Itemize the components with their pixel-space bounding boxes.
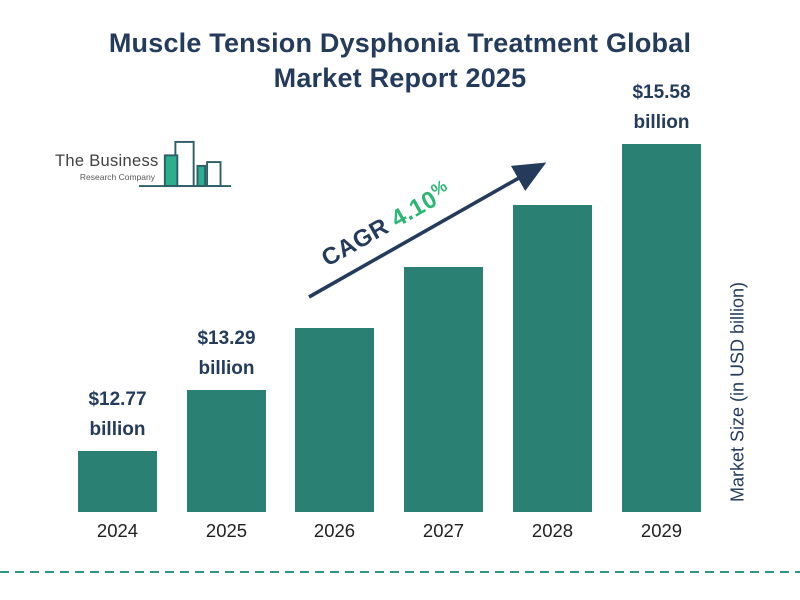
bar-2026 [295, 328, 374, 512]
bar-2025 [187, 390, 266, 512]
value-label-unit: billion [89, 418, 146, 440]
x-tick-2025: 2025 [205, 520, 248, 541]
x-tick-2024: 2024 [96, 520, 139, 541]
bottom-dashed-divider [0, 571, 800, 573]
bar-2027 [404, 267, 483, 512]
chart-title-line2: Market Report 2025 [273, 63, 527, 94]
bar-column-2027 [404, 267, 483, 512]
bar-chart-plot-area: $12.77 billion $13.29 billion $15.58 bil… [78, 0, 702, 512]
company-logo-text: The Business Research Company [55, 152, 159, 182]
bar-2028 [513, 205, 592, 512]
chart-title-line1: Muscle Tension Dysphonia Treatment Globa… [108, 28, 692, 58]
bar-2029 [622, 144, 701, 512]
company-logo-name: The Business [55, 152, 159, 170]
x-tick-2026: 2026 [313, 520, 356, 541]
bar-chart-logo-icon [138, 140, 232, 188]
x-tick-2027: 2027 [422, 520, 465, 541]
bar-column-2025: $13.29 billion [187, 324, 266, 512]
chart-title: Muscle Tension Dysphonia Treatment Globa… [0, 26, 800, 96]
x-tick-2029: 2029 [640, 520, 683, 541]
bar-column-2028 [513, 205, 592, 512]
bar-column-2029: $15.58 billion [622, 78, 701, 512]
value-label-amount: $15.58 [632, 82, 691, 104]
value-label-2025: $13.29 billion [197, 324, 255, 383]
value-label-unit: billion [198, 357, 255, 379]
value-label-2029: $15.58 billion [632, 78, 690, 137]
bar-column-2024: $12.77 billion [78, 385, 157, 512]
x-axis-labels: 2024 2025 2026 2027 2028 2029 [78, 520, 702, 546]
growth-trend-arrow-icon [308, 162, 547, 299]
value-label-amount: $12.77 [88, 389, 147, 411]
bar-2024 [78, 451, 157, 512]
bar-column-2026 [295, 328, 374, 512]
x-tick-2028: 2028 [531, 520, 574, 541]
value-label-2024: $12.77 billion [88, 385, 146, 444]
company-logo: The Business Research Company [55, 136, 233, 194]
value-label-unit: billion [633, 111, 690, 133]
value-label-amount: $13.29 [197, 328, 256, 350]
company-logo-subname: Research Company [79, 172, 155, 182]
y-axis-title: Market Size (in USD billion) [727, 281, 748, 503]
